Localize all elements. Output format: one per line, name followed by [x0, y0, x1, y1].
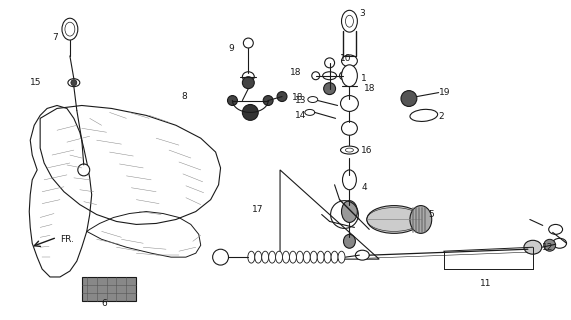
Ellipse shape [355, 250, 369, 260]
Ellipse shape [268, 251, 276, 263]
Ellipse shape [367, 206, 421, 233]
Ellipse shape [341, 65, 357, 87]
Ellipse shape [524, 240, 542, 254]
Ellipse shape [310, 251, 317, 263]
Ellipse shape [553, 238, 566, 248]
Ellipse shape [410, 109, 437, 121]
Ellipse shape [276, 251, 283, 263]
Circle shape [401, 91, 417, 107]
Ellipse shape [341, 55, 357, 67]
Ellipse shape [323, 72, 336, 80]
Circle shape [242, 105, 258, 120]
Text: 1: 1 [361, 74, 367, 83]
Text: 4: 4 [361, 183, 367, 192]
Circle shape [71, 80, 77, 86]
Circle shape [243, 38, 254, 48]
Text: 7: 7 [52, 33, 58, 42]
Ellipse shape [341, 121, 357, 135]
Ellipse shape [410, 206, 432, 233]
Ellipse shape [549, 224, 562, 234]
Text: 18: 18 [364, 84, 376, 93]
Text: 14: 14 [295, 111, 306, 120]
Text: 8: 8 [181, 92, 187, 101]
Text: 18: 18 [292, 93, 303, 102]
FancyBboxPatch shape [82, 277, 136, 301]
Circle shape [263, 96, 273, 106]
Text: 17: 17 [252, 205, 264, 214]
Text: 18: 18 [290, 68, 301, 77]
Ellipse shape [65, 22, 75, 36]
Text: 15: 15 [30, 78, 42, 87]
Ellipse shape [343, 170, 356, 190]
Ellipse shape [255, 251, 262, 263]
Text: 11: 11 [480, 279, 492, 288]
Ellipse shape [283, 251, 289, 263]
Text: 19: 19 [439, 88, 450, 97]
Ellipse shape [248, 251, 255, 263]
Circle shape [242, 77, 254, 89]
Text: 5: 5 [429, 210, 435, 219]
Ellipse shape [324, 251, 331, 263]
Ellipse shape [340, 146, 359, 154]
Ellipse shape [296, 251, 303, 263]
Circle shape [340, 72, 348, 80]
Circle shape [212, 249, 228, 265]
Circle shape [325, 58, 335, 68]
Ellipse shape [262, 251, 268, 263]
Text: 6: 6 [102, 299, 107, 308]
Ellipse shape [341, 10, 357, 32]
Ellipse shape [317, 251, 324, 263]
Text: 12: 12 [542, 243, 553, 252]
Ellipse shape [345, 148, 353, 152]
Text: 16: 16 [361, 146, 373, 155]
Ellipse shape [242, 72, 254, 82]
Ellipse shape [341, 201, 357, 222]
Ellipse shape [344, 234, 355, 248]
Ellipse shape [331, 251, 338, 263]
Ellipse shape [303, 251, 310, 263]
Text: 13: 13 [295, 96, 307, 105]
Ellipse shape [308, 97, 317, 102]
Circle shape [312, 72, 320, 80]
Ellipse shape [338, 251, 345, 263]
Ellipse shape [62, 18, 78, 40]
Ellipse shape [345, 15, 353, 27]
Text: 2: 2 [439, 112, 444, 121]
Text: 9: 9 [228, 44, 234, 53]
Circle shape [544, 239, 556, 251]
Circle shape [324, 83, 336, 95]
Circle shape [227, 96, 238, 106]
Text: 10: 10 [340, 54, 351, 63]
Ellipse shape [340, 96, 359, 111]
Circle shape [78, 164, 90, 176]
Text: FR.: FR. [60, 235, 74, 244]
Ellipse shape [305, 109, 315, 116]
Ellipse shape [68, 79, 80, 87]
Circle shape [277, 92, 287, 101]
Text: 3: 3 [359, 9, 365, 18]
Ellipse shape [289, 251, 296, 263]
